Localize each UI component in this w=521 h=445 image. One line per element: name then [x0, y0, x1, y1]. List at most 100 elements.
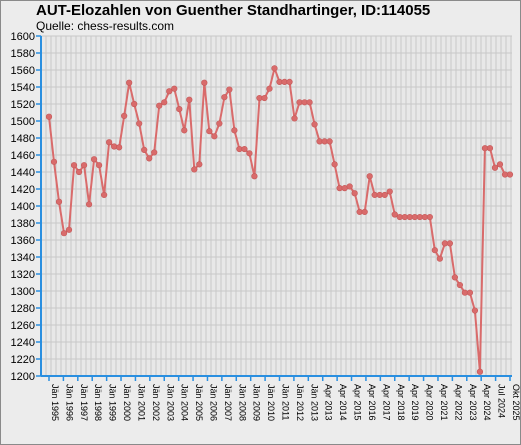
data-point — [136, 120, 143, 127]
x-tick-label: Jän 2013 — [309, 384, 319, 421]
y-tick-label: 1260 — [11, 320, 35, 332]
data-point — [55, 198, 63, 205]
y-tick-label: 1460 — [11, 150, 35, 162]
data-point — [311, 121, 318, 128]
data-point — [201, 79, 208, 86]
data-point — [101, 191, 108, 199]
chart-subtitle: Quelle: chess-results.com — [36, 19, 175, 33]
data-point — [156, 102, 163, 109]
x-tick-label: Apr 2024 — [482, 384, 492, 421]
data-point — [176, 105, 183, 113]
data-point — [391, 211, 398, 218]
data-point — [221, 94, 228, 101]
x-tick-label: Jän 1996 — [64, 384, 74, 421]
data-point — [331, 161, 338, 168]
data-point — [286, 78, 293, 85]
x-tick-label: Jän 2006 — [208, 384, 218, 421]
x-tick-label: Jän 2000 — [122, 384, 132, 421]
data-point — [456, 281, 463, 289]
data-point — [206, 128, 213, 135]
data-point — [85, 201, 93, 208]
y-tick-label: 1280 — [11, 303, 35, 315]
x-tick-label: Apr 2015 — [353, 384, 363, 421]
data-point — [306, 99, 313, 106]
data-point — [196, 161, 203, 168]
x-tick-label: Apr 2019 — [410, 384, 420, 421]
data-point — [436, 255, 443, 262]
data-point — [251, 173, 258, 180]
data-point — [126, 79, 133, 86]
x-tick-label: Apr 2023 — [468, 384, 478, 421]
data-point — [50, 158, 58, 165]
data-point — [226, 86, 233, 93]
data-point — [491, 164, 499, 171]
data-point — [75, 168, 83, 176]
y-tick-label: 1200 — [11, 371, 35, 383]
data-point — [476, 368, 484, 375]
data-point — [246, 150, 253, 157]
data-point — [70, 162, 78, 169]
data-point — [186, 96, 193, 103]
data-point — [426, 213, 433, 221]
data-point — [231, 127, 238, 134]
x-tick-label: Jän 2004 — [180, 384, 190, 421]
data-point — [171, 85, 178, 92]
data-point — [151, 149, 158, 156]
data-point — [96, 162, 103, 169]
x-tick-label: Jän 2005 — [194, 384, 204, 421]
y-tick-label: 1580 — [11, 48, 35, 60]
y-tick-label: 1560 — [11, 65, 35, 77]
y-tick-label: 1540 — [11, 82, 35, 94]
x-tick-label: Apr 2018 — [396, 384, 406, 421]
data-point — [351, 190, 358, 197]
y-tick-label: 1520 — [11, 99, 35, 111]
data-point — [146, 155, 153, 162]
data-point — [361, 208, 368, 216]
y-tick-label: 1340 — [11, 252, 35, 264]
x-tick-label: Jän 2001 — [136, 384, 146, 421]
y-tick-label: 1300 — [11, 286, 35, 298]
y-tick-label: 1480 — [11, 133, 35, 145]
data-point — [506, 171, 514, 178]
data-point — [291, 115, 298, 122]
x-tick-label: Jän 1998 — [93, 384, 103, 421]
chart-title: AUT-Elozahlen von Guenther Standhartinge… — [36, 2, 431, 19]
data-point — [191, 166, 198, 173]
data-point — [166, 88, 173, 95]
data-point — [141, 146, 148, 153]
data-point — [111, 143, 118, 150]
data-point — [216, 120, 223, 127]
data-point — [386, 188, 393, 195]
x-tick-label: Jul 2024 — [497, 384, 507, 418]
data-point — [90, 156, 98, 163]
x-tick-label: Apr 2022 — [453, 384, 463, 421]
data-point — [446, 240, 453, 247]
data-point — [181, 127, 188, 134]
data-point — [131, 100, 138, 108]
x-tick-label: Jän 2009 — [252, 384, 262, 421]
y-tick-label: 1380 — [11, 218, 35, 230]
data-point — [451, 274, 458, 281]
data-point — [466, 289, 474, 296]
data-point — [60, 230, 68, 237]
x-tick-label: Jän 2002 — [151, 384, 161, 421]
y-tick-label: 1220 — [11, 354, 35, 366]
y-tick-label: 1360 — [11, 235, 35, 247]
y-tick-label: 1600 — [11, 31, 35, 43]
y-tick-label: 1440 — [11, 167, 35, 179]
x-tick-label: Jän 1995 — [50, 384, 60, 421]
x-tick-label: Jän 2007 — [223, 384, 233, 421]
data-point — [381, 191, 388, 199]
y-tick-label: 1500 — [11, 116, 35, 128]
x-tick-label: Apr 2020 — [425, 384, 435, 421]
data-point — [471, 307, 479, 314]
y-tick-label: 1240 — [11, 337, 35, 349]
x-tick-label: Jän 2003 — [165, 384, 175, 421]
data-point — [80, 162, 88, 169]
x-tick-label: Apr 2014 — [338, 384, 348, 421]
data-point — [366, 173, 373, 180]
x-tick-label: Apr 2021 — [439, 384, 449, 421]
x-tick-label: Okt 2025 — [511, 384, 521, 421]
data-point — [431, 247, 438, 254]
